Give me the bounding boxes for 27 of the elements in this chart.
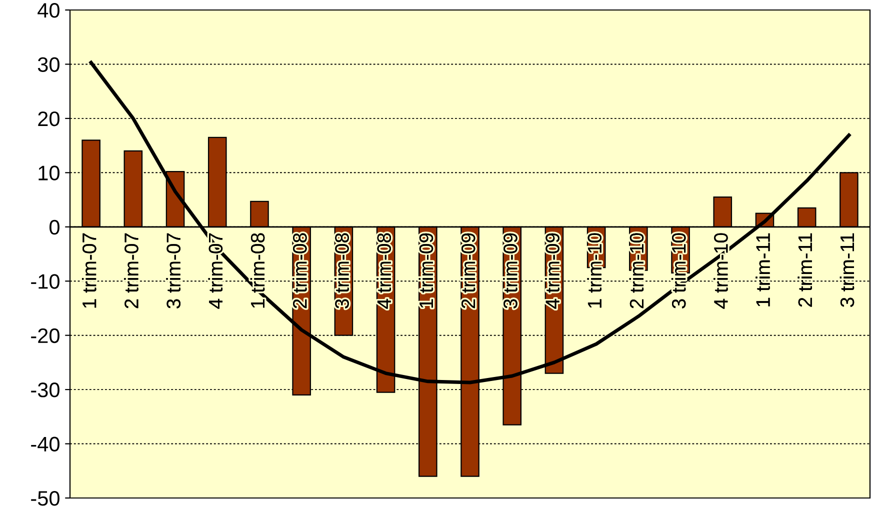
x-tick-label: 4 trim-09 <box>545 233 560 309</box>
x-tick-label: 3 trim-08 <box>334 233 349 308</box>
y-tick-label: 20 <box>38 111 60 126</box>
y-tick-label: -30 <box>31 382 60 398</box>
y-tick-label: -50 <box>31 491 60 506</box>
x-tick-label: 2 trim-08 <box>292 233 307 308</box>
x-tick-label: 1 trim-10 <box>587 233 602 308</box>
x-tick-label: 1 trim-09 <box>418 233 434 308</box>
y-tick-label: -10 <box>31 274 60 289</box>
x-tick-label: 2 trim-07 <box>124 233 138 308</box>
x-tick-label: 2 trim-09 <box>460 233 476 308</box>
x-tick-label: 2 trim-10 <box>629 233 644 308</box>
x-tick-label: 1 trim-08 <box>250 233 265 308</box>
x-tick-label: 1 trim-07 <box>82 233 96 308</box>
x-tick-label: 3 trim-07 <box>166 233 180 308</box>
y-tick-label: 40 <box>38 3 60 18</box>
y-tick-label: 30 <box>38 57 60 72</box>
y-tick-label: -40 <box>31 436 60 452</box>
x-tick-label: 3 trim-11 <box>840 233 854 307</box>
y-tick-label: 0 <box>50 220 60 235</box>
x-tick-label: 2 trim-11 <box>798 233 812 307</box>
y-tick-label: -20 <box>31 328 60 344</box>
x-tick-label: 4 trim-10 <box>714 233 728 309</box>
x-tick-label: 4 trim-08 <box>376 233 392 309</box>
x-tick-label: 3 trim-09 <box>503 233 518 308</box>
y-tick-label: 10 <box>38 166 60 180</box>
x-tick-label: 1 trim-11 <box>756 233 770 306</box>
